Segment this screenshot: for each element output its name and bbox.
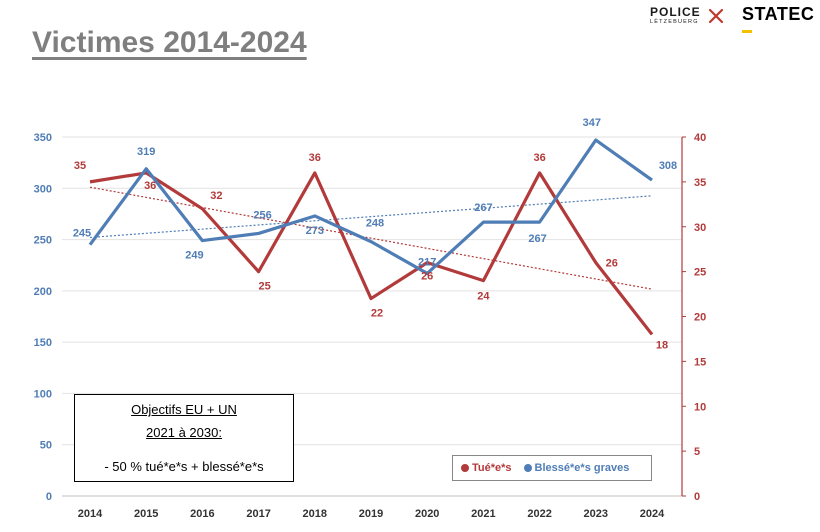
data-label-injured: 249 xyxy=(185,250,203,262)
statec-logo-bar xyxy=(742,30,752,33)
x-tick-label: 2023 xyxy=(584,508,608,520)
data-label-injured: 267 xyxy=(528,233,546,245)
y-right-tick-label: 0 xyxy=(694,491,700,503)
data-label-killed: 36 xyxy=(533,152,545,164)
x-tick-label: 2020 xyxy=(415,508,439,520)
y-left-tick-label: 100 xyxy=(34,388,52,400)
y-left-tick-label: 300 xyxy=(34,183,52,195)
y-right-tick-label: 35 xyxy=(694,177,706,189)
y-left-tick-label: 350 xyxy=(34,132,52,144)
legend-entry-killed: Tué*e*s xyxy=(461,462,512,474)
statec-logo: STATEC xyxy=(742,4,815,24)
data-label-injured: 308 xyxy=(659,160,677,172)
data-label-injured: 256 xyxy=(253,209,271,221)
data-label-killed: 22 xyxy=(371,308,383,320)
objectives-target: - 50 % tué*e*s + blessé*e*s xyxy=(104,459,264,474)
y-left-tick-label: 150 xyxy=(34,337,52,349)
objectives-title: Objectifs EU + UN xyxy=(131,402,237,417)
y-left-tick-label: 250 xyxy=(34,235,52,247)
data-label-killed: 25 xyxy=(258,281,270,293)
police-emblem-icon xyxy=(708,8,724,24)
y-right-tick-label: 25 xyxy=(694,267,706,279)
x-tick-label: 2024 xyxy=(640,508,665,520)
x-tick-label: 2018 xyxy=(303,508,327,520)
y-right-tick-label: 30 xyxy=(694,222,706,234)
data-label-killed: 35 xyxy=(74,160,86,172)
series-line-killed xyxy=(89,171,654,336)
chart-legend: Tué*e*s Blessé*e*s graves xyxy=(452,455,652,481)
legend-label-killed: Tué*e*s xyxy=(472,462,512,474)
x-tick-label: 2022 xyxy=(527,508,551,520)
legend-marker-injured xyxy=(523,464,532,472)
data-label-injured: 347 xyxy=(583,117,601,129)
x-tick-label: 2019 xyxy=(359,508,383,520)
data-labels: 245 319 249 256 273 248 217 267 267 347 308 35 36 32 2… xyxy=(73,117,677,351)
legend-marker-killed xyxy=(461,464,469,472)
x-tick-label: 2014 xyxy=(78,508,103,520)
data-label-injured: 245 xyxy=(73,228,91,240)
y-left-tick-label: 200 xyxy=(34,286,52,298)
data-label-injured: 319 xyxy=(137,146,155,158)
data-label-killed: 24 xyxy=(477,291,490,303)
y-right-tick-label: 40 xyxy=(694,132,706,144)
legend-entry-injured: Blessé*e*s graves xyxy=(523,462,630,474)
x-tick-label: 2021 xyxy=(471,508,495,520)
data-label-injured: 267 xyxy=(474,202,492,214)
police-logo-name: POLICE xyxy=(650,5,701,19)
police-logo-sub: LËTZEBUERG xyxy=(650,19,699,25)
trendline-killed xyxy=(89,186,653,290)
legend-label-injured: Blessé*e*s graves xyxy=(534,462,630,474)
y-right-tick-label: 20 xyxy=(694,312,706,324)
objectives-period: 2021 à 2030: xyxy=(146,425,222,440)
data-label-killed: 26 xyxy=(421,271,433,283)
y-right-tick-label: 15 xyxy=(694,356,706,368)
x-tick-label: 2015 xyxy=(134,508,158,520)
series-lines xyxy=(88,138,654,336)
data-label-killed: 32 xyxy=(210,190,222,202)
y-left-tick-label: 50 xyxy=(40,440,52,452)
series-line-injured xyxy=(88,138,653,276)
data-label-injured: 217 xyxy=(418,256,436,268)
chart-axes: 0 50 100 150 200 250 300 350 0 5 10 15 20 25 30 35 40 201… xyxy=(34,132,707,520)
x-tick-label: 2016 xyxy=(190,508,214,520)
y-left-tick-label: 0 xyxy=(46,491,52,503)
data-label-killed: 36 xyxy=(144,180,156,192)
data-label-killed: 18 xyxy=(656,339,668,351)
data-label-killed: 36 xyxy=(309,152,321,164)
data-label-killed: 26 xyxy=(606,258,618,270)
data-label-injured: 273 xyxy=(306,225,324,237)
objectives-box: Objectifs EU + UN 2021 à 2030: - 50 % tu… xyxy=(74,394,294,482)
y-right-tick-label: 10 xyxy=(694,401,706,413)
page-title: Victimes 2014-2024 xyxy=(32,26,307,59)
police-logo: POLICE LËTZEBUERG xyxy=(650,6,728,30)
y-right-tick-label: 5 xyxy=(694,446,700,458)
x-tick-label: 2017 xyxy=(246,508,270,520)
data-label-injured: 248 xyxy=(366,218,384,230)
